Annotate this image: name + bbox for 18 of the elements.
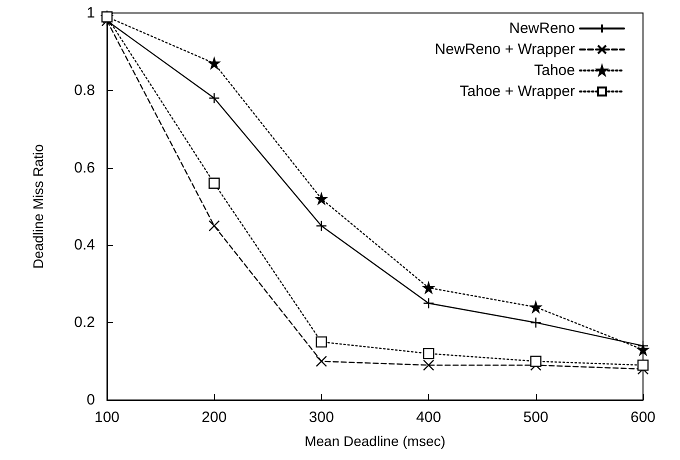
- x-tick-label: 400: [416, 409, 442, 426]
- y-tick-label: 0.2: [74, 314, 95, 332]
- x-tick-label: 600: [630, 409, 656, 426]
- y-tick-label: 0.4: [74, 236, 95, 254]
- x-tick-label: 100: [94, 409, 120, 426]
- legend-label: Tahoe: [534, 62, 575, 79]
- y-tick-label: 0.8: [74, 82, 95, 99]
- x-tick-label: 300: [308, 409, 334, 426]
- x-tick-label: 500: [523, 409, 548, 426]
- y-tick-label: 1: [86, 4, 95, 22]
- x-axis-title: Mean Deadline (msec): [304, 433, 446, 449]
- legend-label: NewReno + Wrapper: [434, 41, 575, 58]
- legend-label: NewReno: [509, 20, 575, 37]
- legend-label: Tahoe + Wrapper: [460, 83, 575, 100]
- x-tick-label: 200: [202, 409, 227, 426]
- y-axis-title: Deadline Miss Ratio: [30, 144, 46, 269]
- y-tick-label: 0.6: [74, 159, 95, 176]
- y-tick-label: 0: [86, 392, 95, 408]
